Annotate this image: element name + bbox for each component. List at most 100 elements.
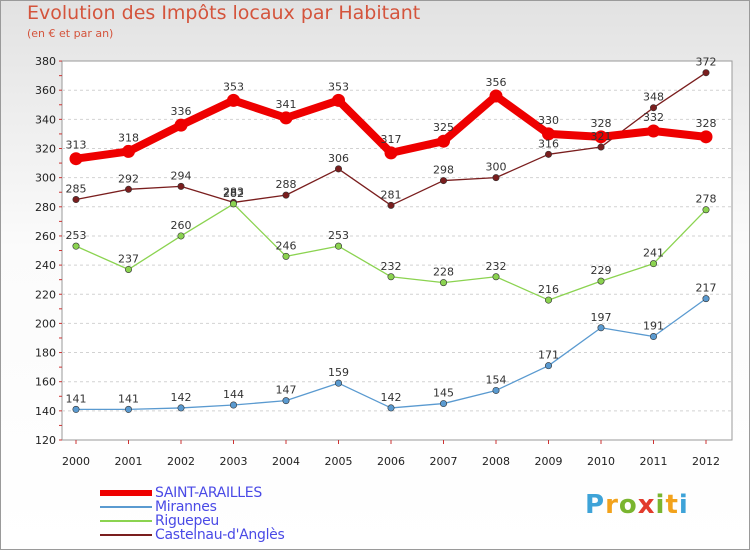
legend-swatch [100,506,152,508]
data-point [125,265,133,273]
data-point [177,182,185,190]
data-label: 232 [381,260,402,273]
data-label: 159 [328,366,349,379]
data-label: 237 [118,252,139,265]
data-label: 353 [328,80,349,93]
logo-letter: P [585,490,606,520]
data-point [384,146,398,160]
data-label: 142 [381,391,402,404]
data-label: 353 [223,80,244,93]
data-point [332,93,345,107]
plot-area [61,60,733,441]
y-tick-label: 240 [35,259,56,272]
x-tick-label: 2010 [587,455,615,468]
data-label: 341 [276,98,297,111]
data-point [647,124,660,138]
data-point [125,405,133,413]
data-point [282,191,290,199]
data-point [702,295,710,303]
data-label: 298 [433,164,454,177]
y-tick-label: 160 [35,376,56,389]
y-tick-label: 120 [35,434,56,447]
data-point [699,130,713,144]
logo-letter: i [655,490,666,520]
legend-swatch [100,534,152,536]
data-point [174,118,188,132]
x-tick-label: 2006 [377,455,405,468]
x-tick-label: 2005 [325,455,353,468]
proxiti-logo: Proxiti [585,490,689,520]
series-layer [69,69,713,413]
data-point [437,134,450,148]
data-label: 246 [276,239,297,252]
data-label: 325 [433,121,454,134]
data-point [649,104,657,112]
data-label: 306 [328,152,349,165]
data-label: 260 [171,219,192,232]
data-point [597,277,605,285]
data-label: 171 [538,349,559,362]
data-point [492,174,500,182]
data-point [334,379,342,387]
data-point [544,362,552,370]
data-label: 217 [696,282,717,295]
data-labels: 285 292 294 283 288 306 281 298 300 316 321 348 372 2… [66,56,717,406]
data-label: 321 [591,130,612,143]
data-point [387,273,395,281]
y-tick-label: 340 [35,113,56,126]
data-point [72,196,80,204]
data-label: 281 [381,188,402,201]
data-point [334,242,342,250]
data-point [489,89,503,103]
data-point [72,405,80,413]
data-label: 141 [66,392,87,405]
data-point [544,150,552,158]
data-label: 294 [171,169,192,182]
data-label: 142 [171,391,192,404]
data-point [122,144,135,158]
logo-letter: r [605,490,619,520]
data-point [439,400,447,408]
data-point [72,242,80,250]
legend-item-riguepeu: Riguepeu [100,513,360,529]
x-tick-label: 2002 [167,455,195,468]
legend-label: Riguepeu [155,513,219,529]
x-tick-label: 2011 [640,455,668,468]
data-label: 197 [591,311,612,324]
data-point [597,324,605,332]
legend-swatch [100,490,152,496]
data-point [230,401,238,409]
data-label: 145 [433,387,454,400]
data-label: 216 [538,283,559,296]
data-label: 144 [223,388,244,401]
data-point [282,397,290,405]
data-point [279,111,293,125]
logo-letter: i [678,490,689,520]
data-point [177,232,185,240]
data-label: 141 [118,392,139,405]
data-label: 328 [696,117,717,130]
data-point [702,206,710,214]
x-axis: 2000 2001 2002 2003 2004 2005 2006 2007 2008 2009… [62,440,720,468]
data-label: 232 [486,260,507,273]
data-label: 191 [643,320,664,333]
legend-label: Mirannes [155,499,217,515]
x-tick-label: 2009 [535,455,563,468]
data-label: 285 [66,183,87,196]
x-tick-label: 2004 [272,455,300,468]
x-tick-label: 2007 [430,455,458,468]
legend-label: Castelnau-d'Anglès [155,527,285,543]
y-tick-label: 180 [35,347,56,360]
data-label: 228 [433,266,454,279]
chart-subtitle: (en € et par an) [27,27,114,40]
data-label: 316 [538,137,559,150]
data-label: 332 [643,111,664,124]
data-label: 300 [486,161,507,174]
data-point [387,404,395,412]
legend-swatch [100,520,152,522]
data-point [594,130,608,144]
data-label: 288 [276,178,297,191]
data-point [649,333,657,341]
data-point [492,273,500,281]
data-label: 147 [276,384,297,397]
